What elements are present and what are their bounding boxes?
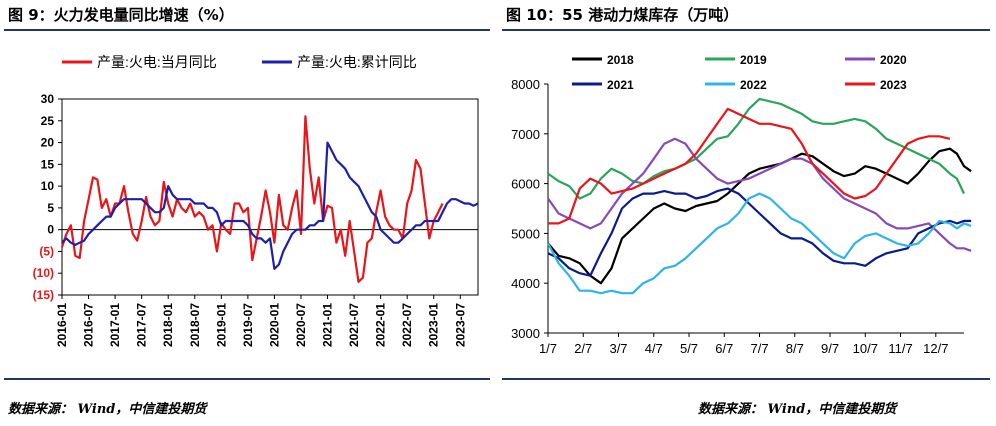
right-x-tick-label: 11/7	[888, 341, 912, 356]
left-x-tick-label: 2021-07	[347, 303, 361, 347]
right-x-tick-label: 1/7	[539, 341, 557, 356]
right-legend-item-2023-label: 2023	[880, 78, 907, 92]
right-x-tick-label: 5/7	[680, 341, 698, 356]
right-series-line-2019	[547, 97, 965, 200]
left-y-tick-label: 10	[41, 179, 55, 193]
left-legend-item-2-label: 产量:火电:累计同比	[297, 54, 417, 70]
left-x-tick-label: 2018-01	[161, 303, 175, 347]
left-x-tick-label: 2019-01	[214, 303, 228, 347]
left-chart-title: 图 9：火力发电量同比增速（%）	[8, 6, 234, 24]
left-x-tick-label: 2016-01	[55, 303, 69, 347]
right-y-tick-label: 3000	[511, 326, 540, 341]
right-x-tick-label: 9/7	[821, 341, 839, 356]
right-x-tick-label: 6/7	[715, 341, 733, 356]
source-divider-left	[4, 378, 490, 380]
left-x-tick-label: 2017-07	[135, 303, 149, 347]
left-x-tick-label: 2021-01	[321, 303, 335, 347]
right-y-tick-label: 4000	[511, 276, 540, 291]
right-x-tick-label: 4/7	[645, 341, 663, 356]
source-divider-right	[502, 378, 990, 380]
left-x-tick-label: 2023-01	[427, 303, 441, 347]
left-y-tick-label: 25	[41, 114, 55, 128]
right-y-tick-label: 5000	[511, 226, 540, 241]
right-chart-title: 图 10：55 港动力煤库存（万吨）	[506, 6, 739, 24]
source-note-left: 数据来源： Wind，中信建投期货	[8, 402, 207, 417]
left-y-tick-label: 0	[47, 223, 54, 237]
right-y-tick-label: 6000	[511, 177, 540, 192]
left-x-tick-label: 2022-07	[400, 303, 414, 347]
left-y-tick-label: 15	[41, 157, 55, 171]
right-x-tick-label: 7/7	[750, 341, 768, 356]
right-series-line-2018	[547, 147, 972, 285]
right-x-tick-label: 8/7	[786, 341, 804, 356]
right-legend-item-2022-label: 2022	[740, 78, 767, 92]
left-y-tick-label: 30	[41, 92, 55, 106]
left-series-line-1	[60, 115, 444, 283]
title-divider-left	[4, 29, 490, 31]
right-x-tick-label: 3/7	[609, 341, 627, 356]
left-x-tick-label: 2022-01	[374, 303, 388, 347]
right-x-tick-label: 10/7	[853, 341, 878, 356]
left-series-line-2	[61, 141, 479, 270]
right-legend-item-2020-label: 2020	[880, 53, 907, 67]
right-series-line-2021	[547, 187, 972, 277]
left-x-tick-label: 2023-07	[453, 303, 467, 347]
right-y-tick-label: 8000	[511, 77, 540, 92]
right-series-line-2022	[547, 192, 972, 295]
right-legend-item-2019-label: 2019	[740, 53, 767, 67]
left-x-tick-label: 2016-07	[82, 303, 96, 347]
right-series-line-2023	[548, 107, 951, 225]
left-y-tick-label: (10)	[33, 266, 54, 280]
left-x-tick-label: 2020-07	[294, 303, 308, 347]
left-x-tick-label: 2020-01	[267, 303, 281, 347]
right-series-line-2020	[547, 137, 972, 252]
title-divider-right	[502, 29, 990, 31]
left-plot-frame	[61, 98, 479, 296]
left-y-tick-label: 20	[41, 136, 55, 150]
left-x-tick-label: 2018-07	[188, 303, 202, 347]
right-y-tick-label: 7000	[511, 127, 540, 142]
left-chart: 30 25 20 15 10 5 0 (5) (10) (15)2016-01 2016-07 201…	[33, 54, 479, 347]
left-legend-item-1-label: 产量:火电:当月同比	[97, 54, 217, 70]
source-note-right: 数据来源： Wind，中信建投期货	[698, 402, 897, 417]
left-y-tick-label: (5)	[39, 244, 54, 258]
left-x-tick-label: 2017-01	[108, 303, 122, 347]
right-x-tick-label: 2/7	[574, 341, 592, 356]
right-legend-item-2018-label: 2018	[607, 53, 634, 67]
right-x-tick-label: 12/7	[923, 341, 948, 356]
left-y-tick-label: 5	[47, 201, 54, 215]
left-y-tick-label: (15)	[33, 288, 54, 302]
left-x-tick-label: 2019-07	[241, 303, 255, 347]
right-legend-item-2021-label: 2021	[607, 78, 634, 92]
